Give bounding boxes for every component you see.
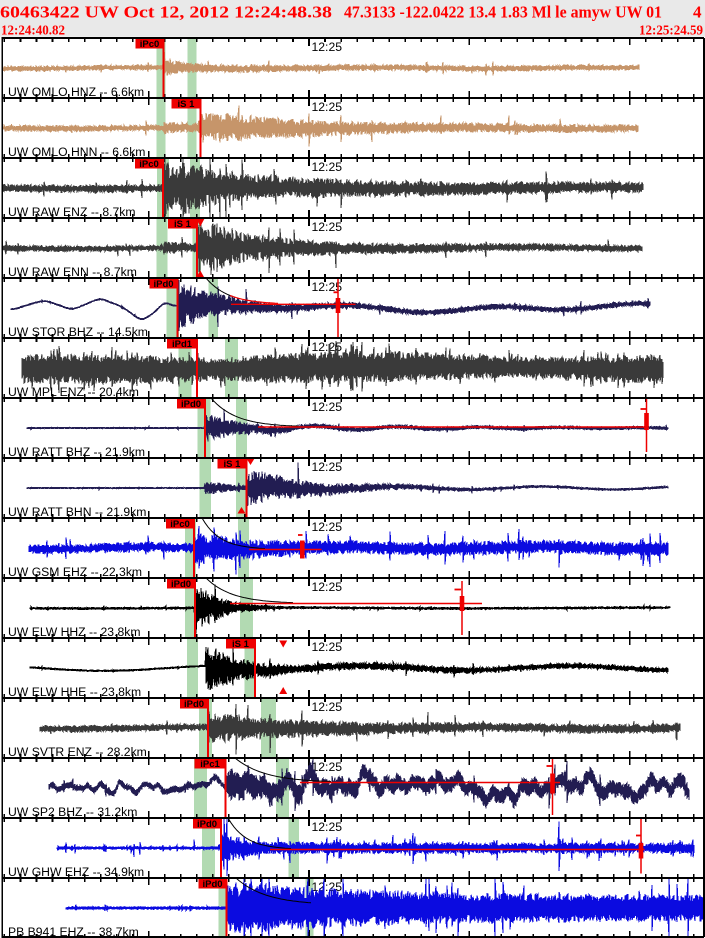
- svg-text:PB B941 EHZ -- 38.7km: PB B941 EHZ -- 38.7km: [8, 925, 139, 938]
- svg-text:UW SVTR ENZ -- 28.2km: UW SVTR ENZ -- 28.2km: [8, 745, 147, 759]
- svg-text:12:25: 12:25: [312, 280, 343, 294]
- svg-text:iPc0: iPc0: [139, 159, 159, 170]
- svg-text:12:25: 12:25: [312, 640, 343, 654]
- svg-text:12:25: 12:25: [312, 220, 343, 234]
- svg-text:UW QMLO HNZ -- 6.6km: UW QMLO HNZ -- 6.6km: [8, 85, 144, 99]
- svg-text:iPd0: iPd0: [153, 279, 173, 290]
- svg-text:iPc0: iPc0: [140, 39, 160, 50]
- svg-text:iPd0: iPd0: [181, 399, 201, 410]
- svg-text:12:25: 12:25: [312, 700, 343, 714]
- svg-text:iPd0: iPd0: [184, 699, 204, 710]
- svg-text:UW MPL ENZ -- 20.4km: UW MPL ENZ -- 20.4km: [8, 385, 139, 399]
- svg-text:iPd0: iPd0: [197, 819, 217, 830]
- svg-text:12:25: 12:25: [312, 820, 343, 834]
- svg-text:12:25: 12:25: [312, 100, 343, 114]
- svg-text:iS 1: iS 1: [224, 459, 242, 470]
- svg-text:UW GHW EHZ -- 34.9km: UW GHW EHZ -- 34.9km: [8, 865, 144, 879]
- svg-text:47.3133 -122.0422 13.4 1.83 Ml: 47.3133 -122.0422 13.4 1.83 Ml le amyw U…: [344, 3, 662, 22]
- svg-text:12:25: 12:25: [312, 580, 343, 594]
- svg-text:UW RATT BHZ -- 21.9km: UW RATT BHZ -- 21.9km: [8, 445, 145, 459]
- svg-text:iPd0: iPd0: [202, 879, 222, 890]
- svg-text:UW SP2 BHZ -- 31.2km: UW SP2 BHZ -- 31.2km: [8, 805, 137, 819]
- svg-text:60463422 UW Oct 12, 2012 12:24: 60463422 UW Oct 12, 2012 12:24:48.38: [0, 3, 332, 22]
- svg-text:UW RAW ENZ -- 8.7km: UW RAW ENZ -- 8.7km: [8, 205, 136, 219]
- svg-text:12:25: 12:25: [312, 40, 343, 54]
- svg-text:12:25: 12:25: [312, 340, 343, 354]
- svg-text:iS 1: iS 1: [174, 219, 192, 230]
- svg-text:12:25: 12:25: [312, 400, 343, 414]
- svg-text:12:25: 12:25: [312, 760, 343, 774]
- svg-text:UW GSM EHZ -- 22.3km: UW GSM EHZ -- 22.3km: [8, 565, 142, 579]
- svg-text:UW QMLO HNN -- 6.6km: UW QMLO HNN -- 6.6km: [8, 145, 145, 159]
- svg-text:iPd1: iPd1: [172, 339, 193, 350]
- svg-text:12:25:24.59: 12:25:24.59: [639, 23, 703, 38]
- svg-text:iPc0: iPc0: [170, 519, 190, 530]
- svg-text:UW RATT BHN -- 21.9km: UW RATT BHN -- 21.9km: [8, 505, 146, 519]
- svg-text:12:24:40.82: 12:24:40.82: [1, 23, 65, 38]
- svg-text:iS 1: iS 1: [232, 639, 250, 650]
- svg-text:12:25: 12:25: [312, 460, 343, 474]
- svg-text:UW STOR BHZ -- 14.5km: UW STOR BHZ -- 14.5km: [8, 325, 148, 339]
- svg-text:UW RAW ENN -- 8.7km: UW RAW ENN -- 8.7km: [8, 265, 137, 279]
- svg-text:iPd0: iPd0: [171, 579, 191, 590]
- svg-text:UW ELW HHE -- 23.8km: UW ELW HHE -- 23.8km: [8, 685, 141, 699]
- svg-text:iS 1: iS 1: [178, 99, 196, 110]
- svg-text:iPc1: iPc1: [200, 759, 220, 770]
- svg-text:12:25: 12:25: [312, 160, 343, 174]
- svg-text:UW ELW HHZ -- 23.8km: UW ELW HHZ -- 23.8km: [8, 625, 141, 639]
- svg-text:12:25: 12:25: [312, 520, 343, 534]
- svg-text:4: 4: [693, 3, 702, 22]
